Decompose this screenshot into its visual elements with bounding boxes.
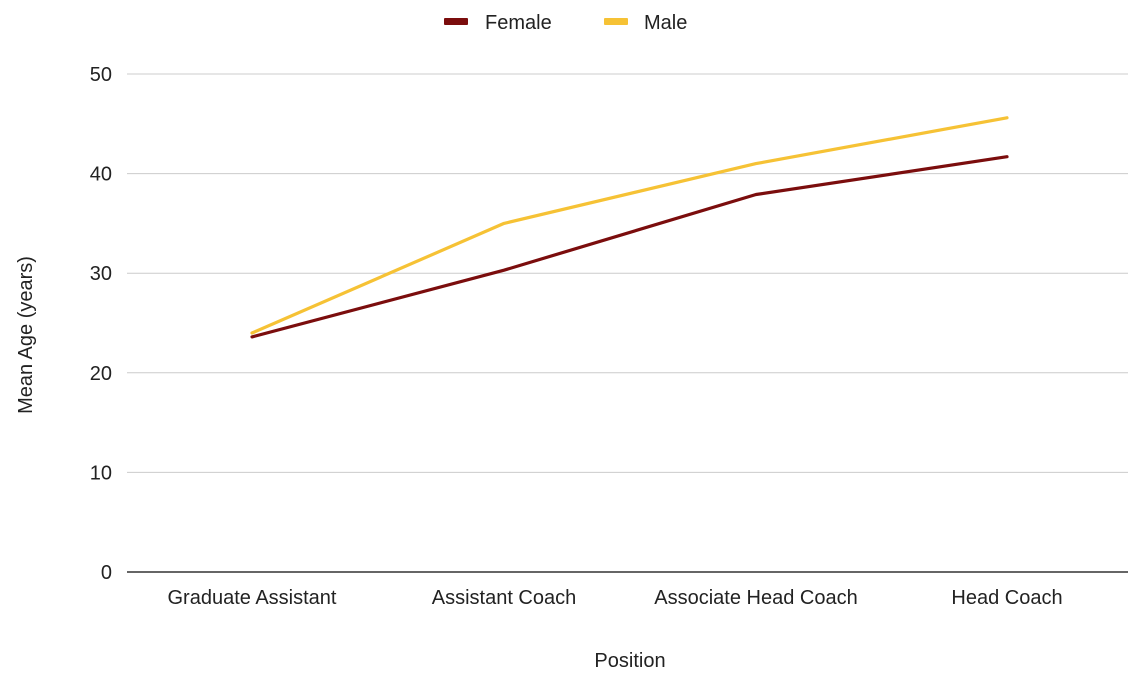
x-axis-tick-labels: Graduate Assistant Assistant Coach Associa…	[168, 587, 1063, 609]
y-tick-label: 50	[90, 64, 112, 86]
legend-swatch-female	[444, 18, 468, 25]
x-tick-label: Head Coach	[951, 587, 1062, 609]
series-lines	[250, 116, 1009, 339]
y-axis-title: Mean Age (years)	[15, 256, 37, 414]
y-tick-label: 0	[101, 562, 112, 584]
x-axis-title: Position	[594, 650, 665, 672]
x-tick-label: Associate Head Coach	[654, 587, 857, 609]
legend: Female Male	[444, 12, 687, 34]
legend-swatch-male	[604, 18, 628, 25]
series-line-female	[250, 155, 1009, 339]
series-line-male	[250, 116, 1009, 335]
x-tick-label: Assistant Coach	[432, 587, 577, 609]
legend-label-male: Male	[644, 12, 687, 34]
y-tick-label: 20	[90, 363, 112, 385]
x-tick-label: Graduate Assistant	[168, 587, 337, 609]
y-axis-tick-labels: 0 10 20 30 40 50	[90, 64, 112, 584]
y-tick-label: 40	[90, 164, 112, 186]
gridlines	[127, 73, 1128, 473]
y-tick-label: 10	[90, 462, 112, 484]
y-tick-label: 30	[90, 263, 112, 285]
legend-label-female: Female	[485, 12, 552, 34]
